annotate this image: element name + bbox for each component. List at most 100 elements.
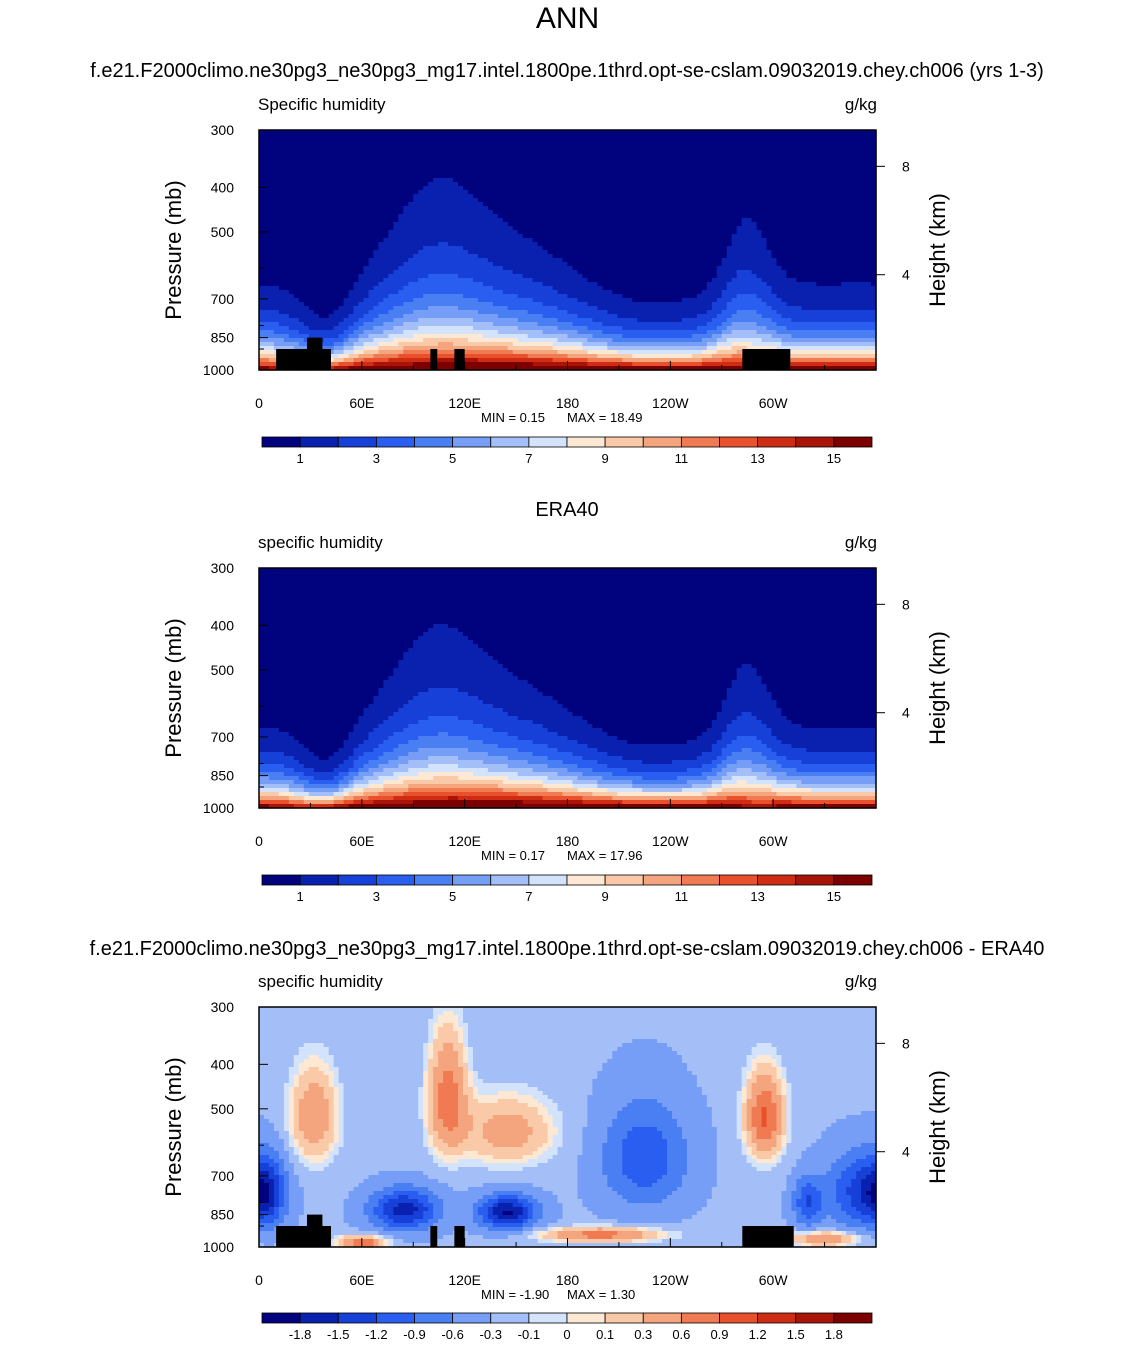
contour-cell: [577, 1191, 618, 1196]
contour-cell: [751, 1047, 778, 1052]
contour-cell: [278, 1187, 285, 1192]
contour-cell: [532, 752, 574, 757]
contour-cell: [552, 1123, 564, 1128]
right-axis-title: Height (km): [925, 631, 950, 745]
contour-cell: [358, 354, 375, 359]
contour-cell: [512, 1211, 524, 1216]
contour-cell: [477, 298, 534, 303]
contour-cell: [766, 362, 877, 367]
contour-cell: [562, 1203, 584, 1208]
contour-cell: [771, 1063, 778, 1068]
topography-mask: [276, 348, 331, 370]
contour-cell: [542, 330, 579, 335]
contour-cell: [428, 1103, 434, 1108]
contour-cell: [597, 760, 643, 765]
contour-cell: [259, 1215, 265, 1220]
contour-cell: [383, 1187, 429, 1192]
contour-cell: [259, 354, 285, 359]
contour-cell: [766, 238, 877, 243]
contour-cell: [831, 1167, 847, 1172]
contour-cell: [278, 1183, 285, 1188]
contour-cell: [602, 330, 708, 335]
contour-cell: [696, 326, 718, 331]
contour-cell: [472, 1219, 484, 1224]
contour-cell: [686, 1143, 718, 1148]
contour-cell: [681, 1219, 788, 1224]
contour-cell: [587, 358, 623, 363]
contour-cell: [428, 1139, 434, 1144]
contour-cell: [338, 1091, 345, 1096]
contour-cell: [263, 1243, 275, 1248]
contour-cell: [492, 704, 564, 709]
units-label: g/kg: [845, 95, 877, 114]
contour-cell: [398, 708, 504, 713]
contour-cell: [343, 298, 365, 303]
contour-cell: [766, 764, 783, 769]
y-tick-label: 700: [211, 291, 235, 307]
contour-cell: [781, 1107, 788, 1112]
contour-cell: [617, 1115, 673, 1120]
contour-cell: [343, 342, 355, 347]
contour-cell: [418, 720, 474, 725]
contour-cell: [259, 772, 285, 777]
contour-cell: [303, 764, 340, 769]
contour-cell: [507, 306, 559, 311]
contour-cell: [428, 1063, 439, 1068]
contour-cell: [686, 1063, 748, 1068]
contour-cell: [781, 1151, 788, 1156]
contour-cell: [428, 1207, 434, 1212]
contour-cell: [428, 1195, 439, 1200]
contour-cell: [443, 1207, 474, 1212]
contour-cell: [393, 338, 424, 343]
contour-cell: [736, 768, 753, 773]
contour-cell: [293, 1167, 310, 1172]
contour-cell: [348, 780, 355, 785]
contour-cell: [388, 274, 429, 279]
contour-cell: [497, 1199, 519, 1204]
contour-cell: [373, 1207, 384, 1212]
contour-cell: [259, 294, 295, 299]
contour-cell: [741, 1091, 748, 1096]
contour-cell: [413, 298, 479, 303]
contour-cell: [293, 1079, 300, 1084]
contour-cell: [453, 1027, 464, 1032]
colorbar-swatch: [261, 874, 301, 886]
contour-cell: [398, 266, 504, 271]
contour-cell: [448, 1183, 484, 1188]
contour-cell: [388, 736, 419, 741]
contour-cell: [861, 1199, 872, 1204]
contour-cell: [259, 1031, 429, 1036]
contour-cell: [283, 338, 305, 343]
contour-cell: [577, 1171, 603, 1176]
contour-cell: [408, 648, 484, 653]
contour-cell: [671, 1115, 713, 1120]
min-label: MIN = 0.17: [481, 848, 545, 863]
contour-cell: [741, 222, 758, 227]
contour-cell: [259, 596, 877, 601]
contour-cell: [343, 318, 360, 323]
contour-cell: [443, 1151, 464, 1156]
contour-cell: [497, 1091, 519, 1096]
contour-cell: [791, 334, 877, 339]
contour-cell: [333, 342, 345, 347]
contour-cell: [467, 1067, 474, 1072]
contour-cell: [448, 242, 539, 247]
contour-cell: [622, 1171, 668, 1176]
contour-cell: [259, 342, 275, 347]
contour-cell: [482, 648, 877, 653]
contour-cell: [458, 1031, 464, 1036]
contour-cell: [393, 1235, 444, 1240]
contour-cell: [259, 1219, 275, 1224]
contour-cell: [463, 1083, 469, 1088]
contour-cell: [443, 1211, 474, 1216]
contour-cell: [403, 780, 504, 785]
contour-cell: [751, 712, 783, 717]
contour-cell: [696, 314, 718, 319]
contour-cell: [308, 326, 335, 331]
contour-cell: [438, 242, 449, 247]
contour-cell: [602, 1147, 623, 1152]
contour-cell: [532, 1131, 549, 1136]
contour-cell: [766, 744, 793, 749]
x-tick-label: 60E: [349, 1272, 374, 1288]
contour-cell: [632, 1239, 648, 1244]
